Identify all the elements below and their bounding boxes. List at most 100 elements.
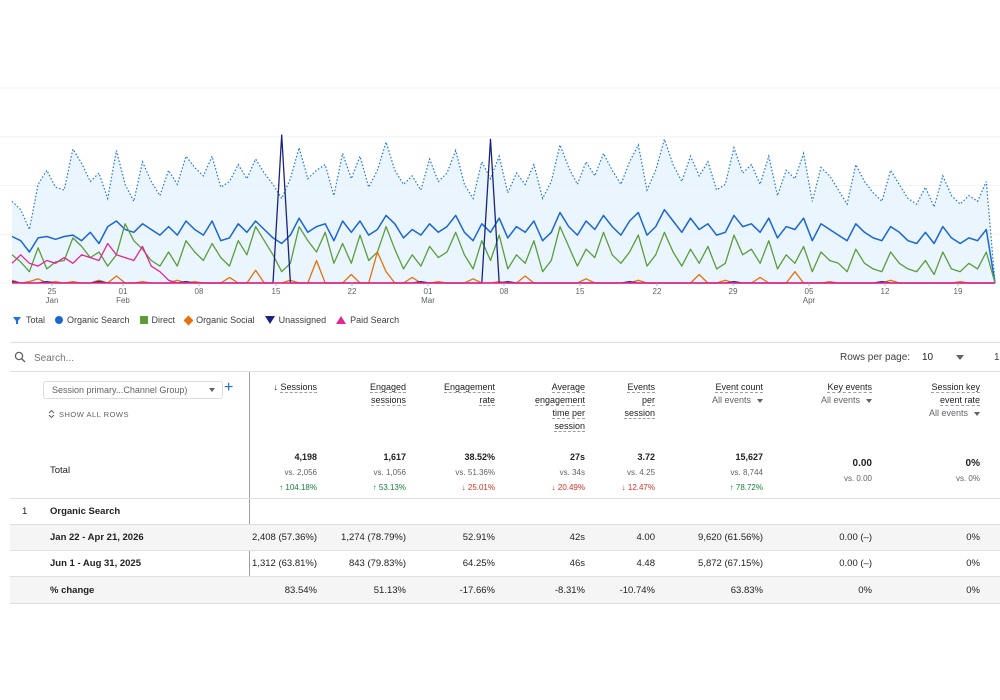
row-label: % change: [50, 584, 95, 596]
series-total-area: [12, 139, 995, 283]
add-dimension-button[interactable]: +: [224, 379, 234, 396]
header-engagement-rate[interactable]: Engagement rate: [415, 381, 495, 407]
header-label: Key events: [827, 382, 872, 393]
header-label: session: [554, 421, 585, 432]
header-label: per: [641, 395, 655, 406]
header-key-events[interactable]: Key events All events: [782, 381, 872, 407]
expand-icon: [48, 409, 55, 419]
series-direct-line: [11, 223, 996, 284]
chevron-down-icon: [209, 388, 215, 392]
cell-rate: 52.91%: [462, 532, 495, 543]
legend-item-paid-search[interactable]: Paid Search: [336, 313, 399, 327]
event-filter-select[interactable]: All events: [782, 394, 872, 407]
cell-eps: 4.00: [636, 532, 656, 543]
header-label: session: [624, 408, 655, 419]
header-label: rate: [479, 395, 495, 406]
cell-sessions: 2,408 (57.36%): [252, 532, 317, 543]
total-key-events: 0.00 vs. 0.00: [782, 456, 872, 486]
dimension-select-label: Session primary...Channel Group): [52, 385, 188, 395]
x-tick-label: 22: [653, 287, 662, 296]
header-events-per-session[interactable]: Events per session: [595, 381, 655, 420]
legend-item-organic-social[interactable]: Organic Social: [183, 313, 255, 327]
total-change: ↑ 53.13%: [372, 483, 406, 492]
rows-per-page-label: Rows per page:: [840, 352, 911, 363]
legend-item-unassigned[interactable]: Unassigned: [264, 313, 327, 327]
x-tick-label: 01: [119, 287, 128, 296]
search-input[interactable]: [32, 349, 232, 367]
header-label: time per: [552, 408, 585, 419]
total-events-per-session: 3.72 vs. 4.25 ↓ 12.47%: [585, 450, 655, 495]
total-compare: vs. 4.25: [626, 468, 655, 477]
chevron-down-icon[interactable]: [956, 355, 964, 360]
group-name: Organic Search: [50, 506, 121, 517]
dimension-select[interactable]: Session primary...Channel Group): [43, 381, 223, 399]
cell-engaged: 1,274 (78.79%): [341, 532, 406, 543]
header-label: Engaged: [369, 382, 406, 393]
header-label: engagement: [534, 395, 585, 406]
legend-item-direct[interactable]: Direct: [139, 313, 176, 327]
header-engaged-sessions[interactable]: Engaged sessions: [336, 381, 406, 407]
event-filter-label: All events: [711, 395, 751, 405]
total-value: 0.00: [852, 458, 872, 469]
cell-engaged: 51.13%: [373, 584, 406, 596]
x-tick-label: 25: [48, 287, 57, 296]
cell-rate: 64.25%: [462, 558, 495, 569]
total-icon: [13, 316, 21, 324]
dot-icon: [55, 316, 64, 324]
show-all-rows-label: SHOW ALL ROWS: [59, 409, 129, 419]
table-group-row[interactable]: 1 Organic Search: [10, 498, 1000, 524]
legend-label: Unassigned: [278, 315, 327, 325]
header-label: event rate: [939, 395, 980, 406]
cell-key: 0.00 (–): [839, 532, 872, 543]
column-divider: [249, 372, 250, 604]
header-label: Engagement: [443, 382, 495, 393]
x-tick-month-label: Apr: [803, 296, 816, 305]
legend-label: Direct: [151, 315, 176, 325]
row-label: Jan 22 - Apr 21, 2026: [50, 532, 144, 543]
legend-label: Organic Social: [196, 315, 255, 325]
legend-item-organic-search[interactable]: Organic Search: [55, 313, 130, 327]
header-session-key-event-rate[interactable]: Session key event rate All events: [890, 381, 980, 420]
total-value: 1,617: [383, 452, 406, 462]
x-tick-label: 08: [500, 287, 509, 296]
total-engagement-rate: 38.52% vs. 51.36% ↓ 25.01%: [415, 450, 495, 495]
header-sessions[interactable]: ↓ Sessions: [237, 381, 317, 394]
x-tick-label: 22: [348, 287, 357, 296]
total-value: 15,627: [735, 452, 763, 462]
event-filter-select[interactable]: All events: [890, 407, 980, 420]
total-label: Total: [50, 465, 71, 476]
total-compare: vs. 8,744: [730, 468, 763, 477]
table-row[interactable]: % change 83.54% 51.13% -17.66% -8.31% -1…: [10, 576, 1000, 604]
row-index: 1: [22, 506, 28, 517]
cell-avg: 46s: [569, 558, 585, 569]
event-filter-select[interactable]: All events: [673, 394, 763, 407]
cell-events: 63.83%: [730, 584, 763, 596]
header-label: sessions: [370, 395, 406, 406]
rows-per-page-select[interactable]: 10: [922, 352, 934, 363]
header-average-engagement-time[interactable]: Average engagement time per session: [505, 381, 585, 433]
series-organic-search-line: [11, 208, 996, 284]
total-change: ↓ 20.49%: [551, 483, 585, 492]
cell-skr: 0%: [966, 532, 980, 543]
total-engaged-sessions: 1,617 vs. 1,056 ↑ 53.13%: [326, 450, 406, 495]
total-compare: vs. 0%: [955, 474, 980, 483]
row-label: Jun 1 - Aug 31, 2025: [50, 558, 141, 569]
search-icon: [14, 351, 26, 363]
x-tick-label: 01: [424, 287, 433, 296]
table-row[interactable]: Jun 1 - Aug 31, 2025 1,312 (63.81%) 843 …: [10, 550, 1000, 576]
cell-key: 0%: [858, 584, 872, 596]
pagination-text: 1-: [994, 352, 1000, 363]
triangle-down-icon: [264, 316, 275, 324]
x-tick-month-label: Feb: [116, 296, 130, 305]
show-all-rows-button[interactable]: SHOW ALL ROWS: [48, 409, 129, 419]
legend-item-total[interactable]: Total: [12, 313, 45, 327]
x-tick-label: 19: [954, 287, 963, 296]
legend-label: Total: [26, 315, 46, 325]
table-row[interactable]: Jan 22 - Apr 21, 2026 2,408 (57.36%) 1,2…: [10, 524, 1000, 550]
header-label: Average: [551, 382, 585, 393]
x-tick-month-label: Mar: [421, 296, 435, 305]
header-event-count[interactable]: Event count All events: [673, 381, 763, 407]
total-event-count: 15,627 vs. 8,744 ↑ 78.72%: [673, 450, 763, 495]
